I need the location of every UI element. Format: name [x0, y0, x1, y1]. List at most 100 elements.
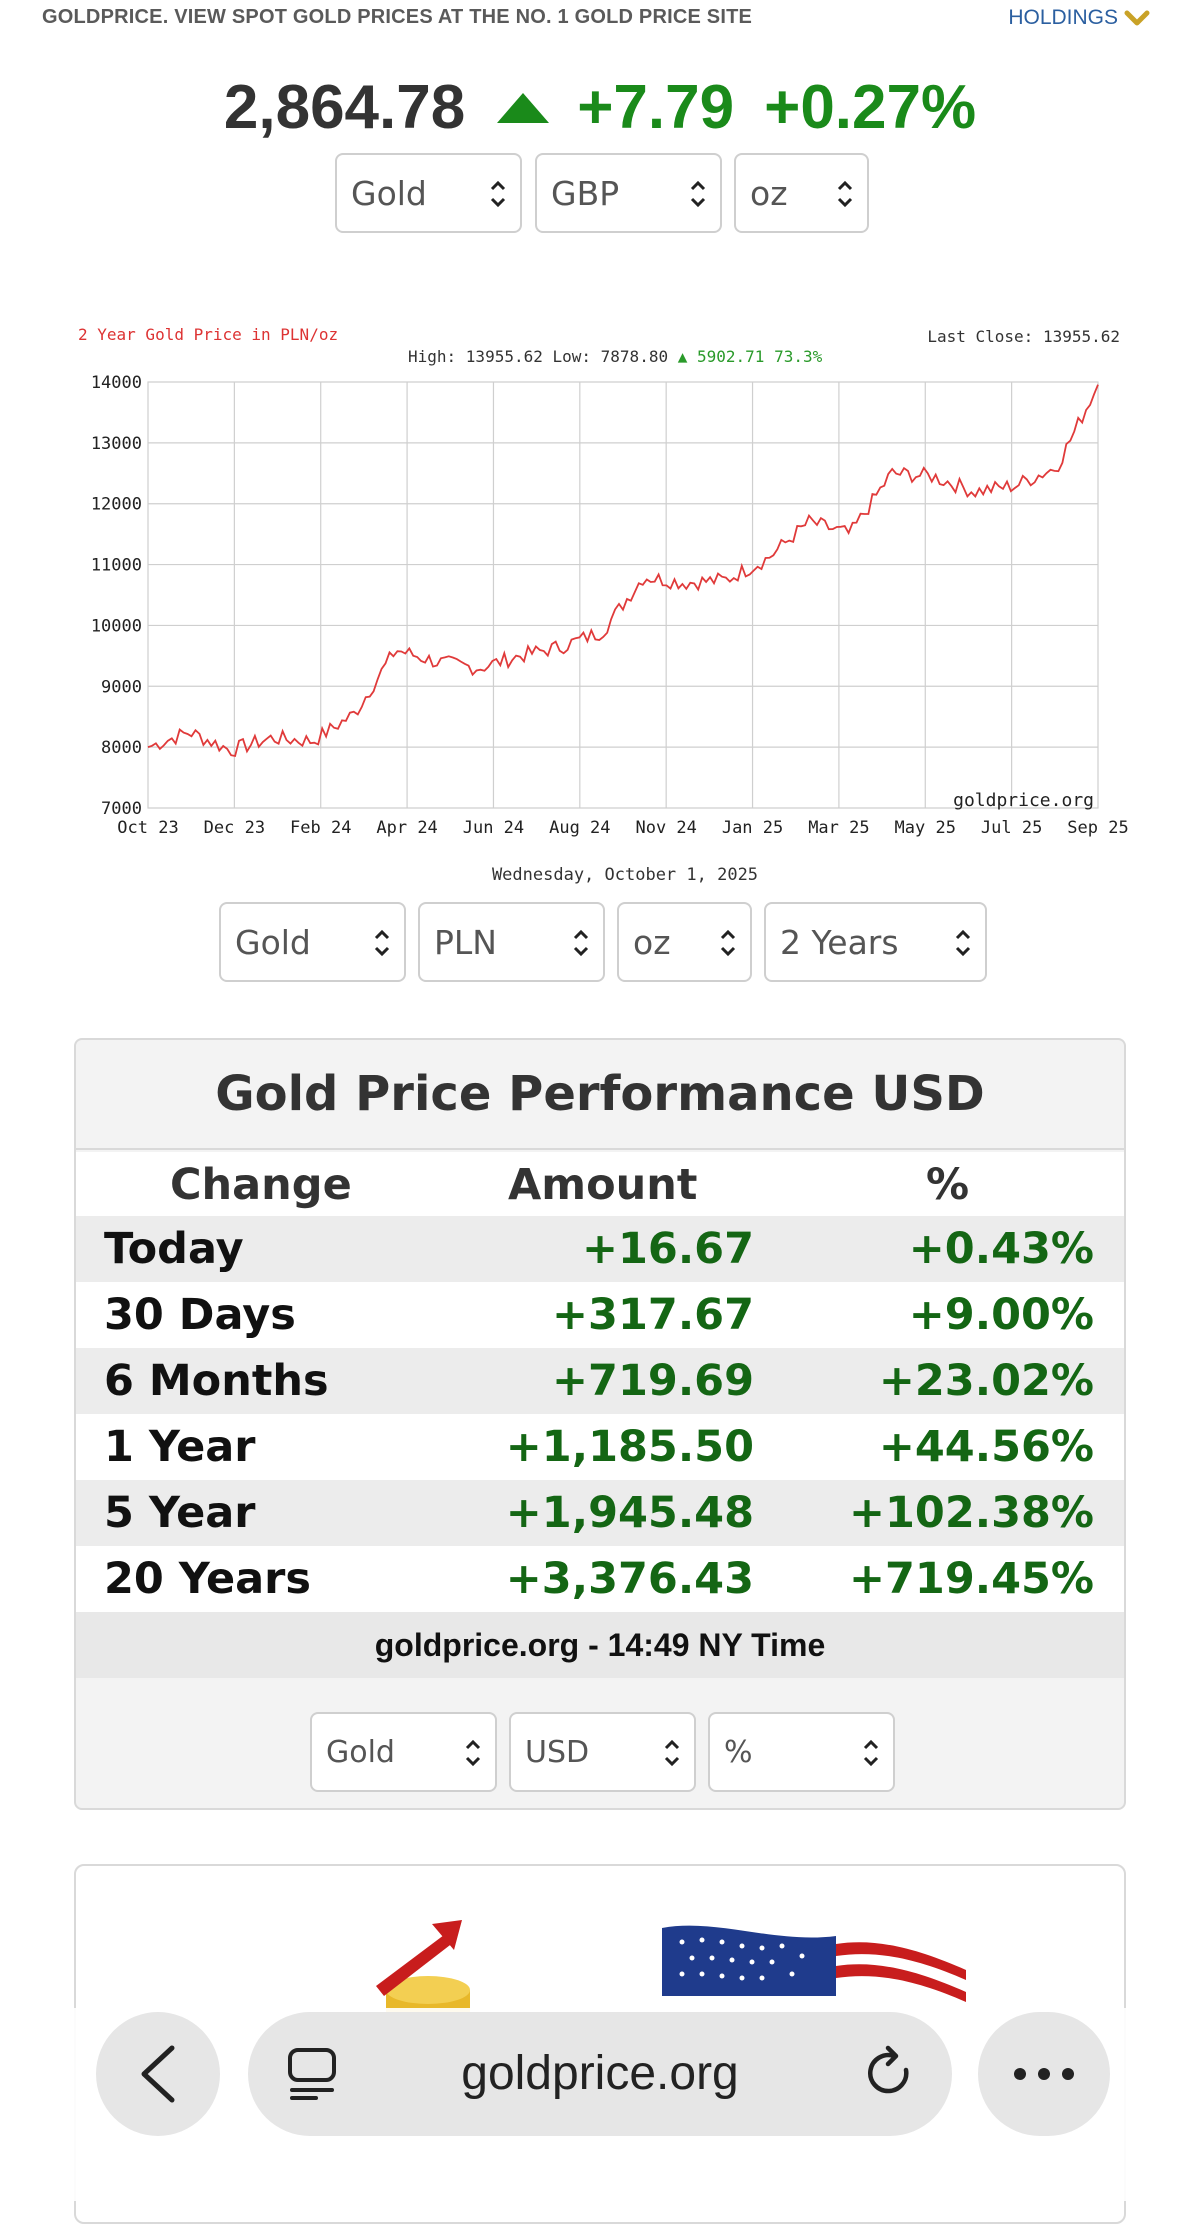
- reload-icon[interactable]: [862, 2044, 918, 2104]
- select-arrows-icon: [664, 1739, 680, 1767]
- address-bar[interactable]: goldprice.org: [248, 2012, 952, 2136]
- chart-unit-select[interactable]: oz: [617, 902, 752, 982]
- chart-watermark: goldprice.org: [953, 790, 1094, 811]
- x-tick-label: Nov 24: [635, 818, 696, 838]
- y-tick-label: 12000: [91, 495, 142, 515]
- performance-title: Gold Price Performance USD: [76, 1040, 1124, 1150]
- y-tick-label: 8000: [101, 738, 142, 758]
- performance-footer: goldprice.org - 14:49 NY Time: [76, 1612, 1124, 1678]
- table-row: Today +16.67 +0.43%: [76, 1216, 1124, 1282]
- select-arrows-icon: [465, 1739, 481, 1767]
- select-arrows-icon: [955, 929, 971, 957]
- row-amount: +719.69: [552, 1356, 754, 1406]
- chart-period-select[interactable]: 2 Years: [764, 902, 987, 982]
- x-tick-label: Dec 23: [204, 818, 265, 838]
- chart-metal-select[interactable]: Gold: [219, 902, 406, 982]
- table-row: 5 Year +1,945.48 +102.38%: [76, 1480, 1124, 1546]
- site-title[interactable]: GOLDPRICE. VIEW SPOT GOLD PRICES AT THE …: [42, 6, 753, 28]
- chart-stats-hilo: High: 13955.62 Low: 7878.80: [408, 347, 668, 366]
- holdings-menu[interactable]: HOLDINGS: [1008, 6, 1150, 30]
- metal-select[interactable]: Gold: [335, 153, 522, 233]
- chart-stats-up-glyph: ▲: [678, 347, 697, 366]
- more-button[interactable]: [978, 2012, 1110, 2136]
- table-row: 30 Days +317.67 +9.00%: [76, 1282, 1124, 1348]
- y-tick-label: 14000: [91, 373, 142, 393]
- chart-stats: High: 13955.62 Low: 7878.80 ▲ 5902.71 73…: [408, 347, 823, 366]
- y-tick-label: 9000: [101, 677, 142, 697]
- y-tick-label: 13000: [91, 434, 142, 454]
- performance-table: Change Amount % Today +16.67 +0.43% 30 D…: [76, 1152, 1124, 1678]
- row-label: 20 Years: [104, 1554, 311, 1604]
- row-percent: +719.45%: [848, 1554, 1094, 1604]
- header-change: Change: [170, 1160, 352, 1210]
- chart-metal-value: Gold: [235, 922, 311, 962]
- currency-select-value: GBP: [551, 173, 620, 213]
- x-tick-label: Oct 23: [117, 818, 178, 838]
- perf-unit-select[interactable]: %: [708, 1712, 895, 1792]
- performance-panel: Gold Price Performance USD Change Amount…: [74, 1038, 1126, 1810]
- more-icon: [1014, 2068, 1074, 2080]
- perf-currency-value: USD: [525, 1734, 590, 1770]
- unit-select[interactable]: oz: [734, 153, 869, 233]
- table-row: 20 Years +3,376.43 +719.45%: [76, 1546, 1124, 1612]
- select-arrows-icon: [490, 180, 506, 208]
- chart-stats-change: 5902.71 73.3%: [697, 347, 823, 366]
- holdings-label: HOLDINGS: [1008, 6, 1118, 29]
- chart-date: Wednesday, October 1, 2025: [492, 865, 758, 885]
- x-tick-label: Apr 24: [376, 818, 437, 838]
- us-flag-icon: [662, 1925, 966, 2016]
- select-arrows-icon: [374, 929, 390, 957]
- x-tick-label: May 25: [895, 818, 956, 838]
- x-tick-label: Aug 24: [549, 818, 610, 838]
- x-tick-label: Jul 25: [981, 818, 1042, 838]
- row-label: 5 Year: [104, 1488, 256, 1538]
- row-percent: +0.43%: [908, 1224, 1094, 1274]
- chevron-down-icon: [1124, 10, 1150, 26]
- x-tick-label: Sep 25: [1067, 818, 1128, 838]
- row-amount: +317.67: [552, 1290, 754, 1340]
- perf-metal-select[interactable]: Gold: [310, 1712, 497, 1792]
- spot-price: 2,864.78: [223, 73, 466, 142]
- gold-price-chart[interactable]: 2 Year Gold Price in PLN/oz High: 13955.…: [60, 318, 1140, 888]
- row-amount: +1,185.50: [505, 1422, 754, 1472]
- select-arrows-icon: [863, 1739, 879, 1767]
- url-text: goldprice.org: [461, 2047, 739, 2100]
- header-amount: Amount: [508, 1160, 698, 1210]
- y-tick-label: 7000: [101, 799, 142, 819]
- row-percent: +102.38%: [848, 1488, 1094, 1538]
- chart-svg: 2 Year Gold Price in PLN/oz High: 13955.…: [78, 325, 1129, 885]
- table-row: 1 Year +1,185.50 +44.56%: [76, 1414, 1124, 1480]
- performance-header-row: Change Amount %: [76, 1152, 1124, 1216]
- row-label: Today: [104, 1224, 244, 1274]
- up-arrow-icon: [497, 92, 550, 123]
- price-series-line: [147, 384, 1099, 758]
- chart-period-value: 2 Years: [780, 922, 899, 962]
- row-amount: +1,945.48: [505, 1488, 754, 1538]
- header-percent: %: [926, 1160, 970, 1210]
- select-arrows-icon: [720, 929, 736, 957]
- metal-select-value: Gold: [351, 173, 427, 213]
- row-label: 1 Year: [104, 1422, 256, 1472]
- perf-unit-value: %: [724, 1734, 753, 1770]
- chart-currency-select[interactable]: PLN: [418, 902, 605, 982]
- back-button[interactable]: [96, 2012, 220, 2136]
- chart-currency-value: PLN: [434, 922, 497, 962]
- red-arrow-icon: [376, 1920, 462, 1996]
- row-percent: +23.02%: [878, 1356, 1094, 1406]
- row-amount: +3,376.43: [505, 1554, 754, 1604]
- x-tick-label: Jan 25: [722, 818, 783, 838]
- select-arrows-icon: [837, 180, 853, 208]
- chart-unit-value: oz: [633, 922, 671, 962]
- row-label: 30 Days: [104, 1290, 296, 1340]
- site-header: GOLDPRICE. VIEW SPOT GOLD PRICES AT THE …: [0, 0, 1200, 42]
- perf-metal-value: Gold: [326, 1734, 395, 1770]
- chevron-left-icon: [141, 2045, 175, 2103]
- currency-select[interactable]: GBP: [535, 153, 722, 233]
- perf-currency-select[interactable]: USD: [509, 1712, 696, 1792]
- row-label: 6 Months: [104, 1356, 329, 1406]
- table-row: 6 Months +719.69 +23.02%: [76, 1348, 1124, 1414]
- price-change: +7.79: [577, 73, 735, 142]
- price-ticker: 2,864.78 +7.79 +0.27%: [0, 72, 1200, 143]
- row-amount: +16.67: [581, 1224, 754, 1274]
- chart-title: 2 Year Gold Price in PLN/oz: [78, 325, 338, 344]
